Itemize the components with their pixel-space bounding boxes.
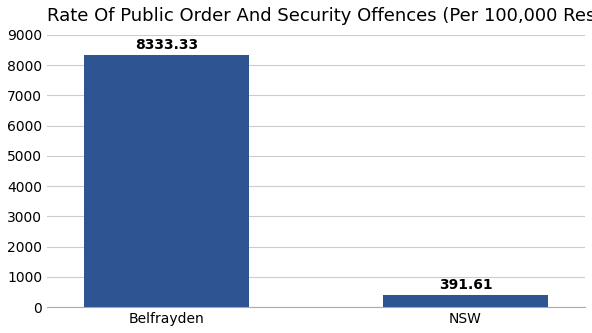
Bar [383,295,548,307]
Text: 391.61: 391.61 [439,278,493,292]
Text: 8333.33: 8333.33 [135,38,198,52]
Bar [84,55,249,307]
Text: Rate Of Public Order And Security Offences (Per 100,000 Residents): Rate Of Public Order And Security Offenc… [47,7,592,25]
